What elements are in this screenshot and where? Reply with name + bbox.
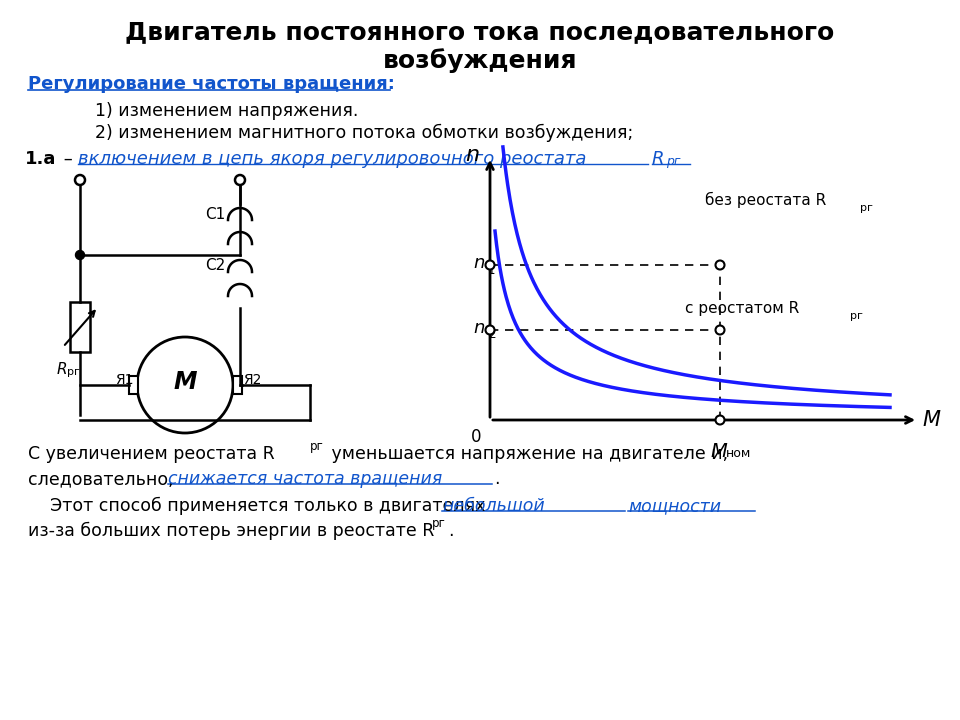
Text: С2: С2 <box>205 258 226 273</box>
Circle shape <box>137 337 233 433</box>
Text: мощности: мощности <box>628 497 721 515</box>
Text: возбуждения: возбуждения <box>383 48 577 73</box>
Text: рг: рг <box>860 203 873 213</box>
Circle shape <box>715 261 725 269</box>
Text: Регулирование частоты вращения:: Регулирование частоты вращения: <box>28 75 395 93</box>
Bar <box>70 302 90 352</box>
Text: –: – <box>58 150 79 168</box>
Text: 1) изменением напряжения.: 1) изменением напряжения. <box>95 102 358 120</box>
Text: С1: С1 <box>205 207 226 222</box>
Text: рг: рг <box>310 440 324 453</box>
Text: снижается частота вращения: снижается частота вращения <box>168 470 443 488</box>
Text: небольшой: небольшой <box>442 497 544 515</box>
Text: .: . <box>494 470 499 488</box>
Text: R: R <box>57 362 67 377</box>
Circle shape <box>715 415 725 425</box>
Text: 2) изменением магнитного потока обмотки возбуждения;: 2) изменением магнитного потока обмотки … <box>95 124 634 143</box>
Text: Я2: Я2 <box>243 373 261 387</box>
Text: уменьшается напряжение на двигателе и,: уменьшается напряжение на двигателе и, <box>326 445 728 463</box>
Bar <box>129 376 138 394</box>
Circle shape <box>76 251 84 259</box>
Circle shape <box>486 325 494 335</box>
Circle shape <box>715 325 725 335</box>
Text: М: М <box>710 442 727 461</box>
Text: рг: рг <box>67 367 80 377</box>
Text: n: n <box>473 319 485 337</box>
Text: n: n <box>473 254 485 272</box>
Text: с реостатом R: с реостатом R <box>685 300 800 315</box>
Text: М: М <box>173 370 197 394</box>
Text: Двигатель постоянного тока последовательного: Двигатель постоянного тока последователь… <box>126 20 834 44</box>
Circle shape <box>486 261 494 269</box>
Text: n: n <box>465 145 479 165</box>
Text: без реостата R: без реостата R <box>705 192 827 208</box>
Text: 1.а: 1.а <box>25 150 57 168</box>
Text: Я1: Я1 <box>115 373 133 387</box>
Text: 1: 1 <box>488 264 495 276</box>
Text: рг: рг <box>666 155 681 168</box>
Text: 2: 2 <box>488 328 495 341</box>
Text: ном: ном <box>726 447 752 460</box>
Text: С увеличением реостата R: С увеличением реостата R <box>28 445 275 463</box>
Text: R: R <box>652 150 664 168</box>
Text: рг: рг <box>432 517 445 530</box>
Text: из-за больших потерь энергии в реостате R: из-за больших потерь энергии в реостате … <box>28 522 434 540</box>
Bar <box>233 376 242 394</box>
Text: включением в цепь якоря регулировочного реостата: включением в цепь якоря регулировочного … <box>78 150 587 168</box>
Text: рг: рг <box>850 311 863 321</box>
Text: следовательно,: следовательно, <box>28 470 180 488</box>
Text: М: М <box>922 410 940 430</box>
Text: Этот способ применяется только в двигателях: Этот способ применяется только в двигате… <box>28 497 491 516</box>
Text: .: . <box>448 522 453 540</box>
Text: 0: 0 <box>470 428 481 446</box>
